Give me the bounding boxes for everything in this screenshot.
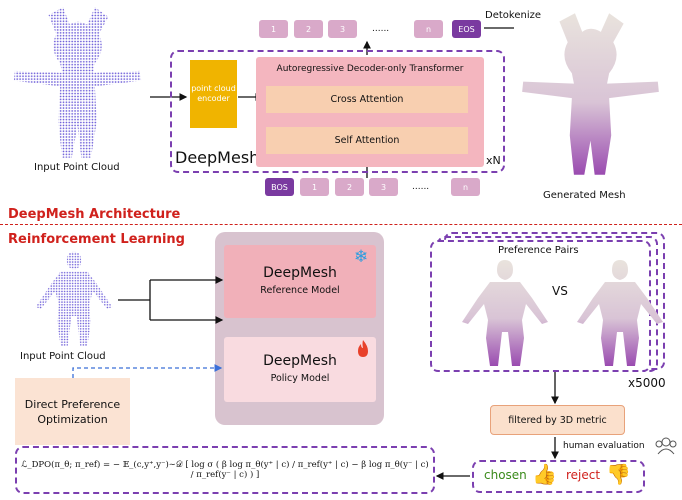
preference-pairs-label: Preference Pairs — [498, 245, 579, 256]
cross-attention-block: Cross Attention — [266, 86, 468, 113]
dpo-formula-box — [15, 446, 435, 494]
generated-mesh-dog — [518, 5, 663, 183]
thumbs-down-icon: 👎 — [606, 462, 631, 486]
input-token: 2 — [335, 178, 364, 196]
rl-arrows — [72, 276, 559, 480]
output-token: n — [414, 20, 443, 38]
rejected-mesh-figure — [575, 258, 665, 368]
output-ellipsis: ...... — [372, 24, 390, 34]
reference-model-name: DeepMesh — [263, 265, 337, 281]
output-label: Generated Mesh — [543, 190, 626, 201]
chosen-reject-box — [472, 460, 645, 493]
output-token: 1 — [259, 20, 288, 38]
policy-model: DeepMesh Policy Model — [224, 337, 376, 402]
thumbs-up-icon: 👍 — [532, 462, 557, 486]
deepmesh-container — [170, 50, 505, 173]
fire-icon — [358, 340, 368, 357]
bos-token: BOS — [265, 178, 294, 196]
detokenize-label: Detokenize — [485, 10, 541, 21]
multiplier-label: x5000 — [628, 376, 666, 390]
dpo-box: Direct Preference Optimization — [15, 378, 130, 445]
repeat-label: xN — [486, 154, 501, 167]
rl-section-title: Reinforcement Learning — [8, 232, 185, 247]
filter-box: filtered by 3D metric — [490, 405, 625, 435]
human-eval-label: human evaluation — [563, 441, 645, 451]
snowflake-icon: ❄ — [354, 247, 369, 267]
eos-token: EOS — [452, 20, 481, 38]
reject-label: reject — [566, 468, 601, 482]
rl-input-label: Input Point Cloud — [20, 351, 106, 362]
policy-model-name: DeepMesh — [263, 353, 337, 369]
chosen-label: chosen — [484, 468, 527, 482]
people-icon — [655, 437, 677, 455]
vs-label: VS — [552, 284, 568, 298]
reference-model-subtitle: Reference Model — [260, 285, 340, 296]
reference-model: DeepMesh Reference Model ❄ — [224, 245, 376, 318]
input-ellipsis: ...... — [412, 182, 430, 192]
section-divider — [0, 224, 682, 225]
input-token: n — [451, 178, 480, 196]
input-token: 3 — [369, 178, 398, 196]
dpo-formula: ℒ_DPO(π_θ; π_ref) = − 𝔼_(c,y⁺,y⁻)∼𝒟 [ lo… — [21, 460, 429, 480]
chosen-mesh-figure — [460, 258, 550, 368]
self-attention-block: Self Attention — [266, 127, 468, 154]
input-label: Input Point Cloud — [34, 162, 120, 173]
architecture-section-title: DeepMesh Architecture — [8, 207, 181, 222]
transformer-title: Autoregressive Decoder-only Transformer — [276, 64, 464, 74]
point-cloud-encoder: point cloud encoder — [190, 60, 237, 128]
policy-model-subtitle: Policy Model — [270, 373, 330, 384]
input-token: 1 — [300, 178, 329, 196]
output-token: 2 — [294, 20, 323, 38]
deepmesh-label: DeepMesh — [175, 148, 260, 167]
output-token: 3 — [328, 20, 357, 38]
